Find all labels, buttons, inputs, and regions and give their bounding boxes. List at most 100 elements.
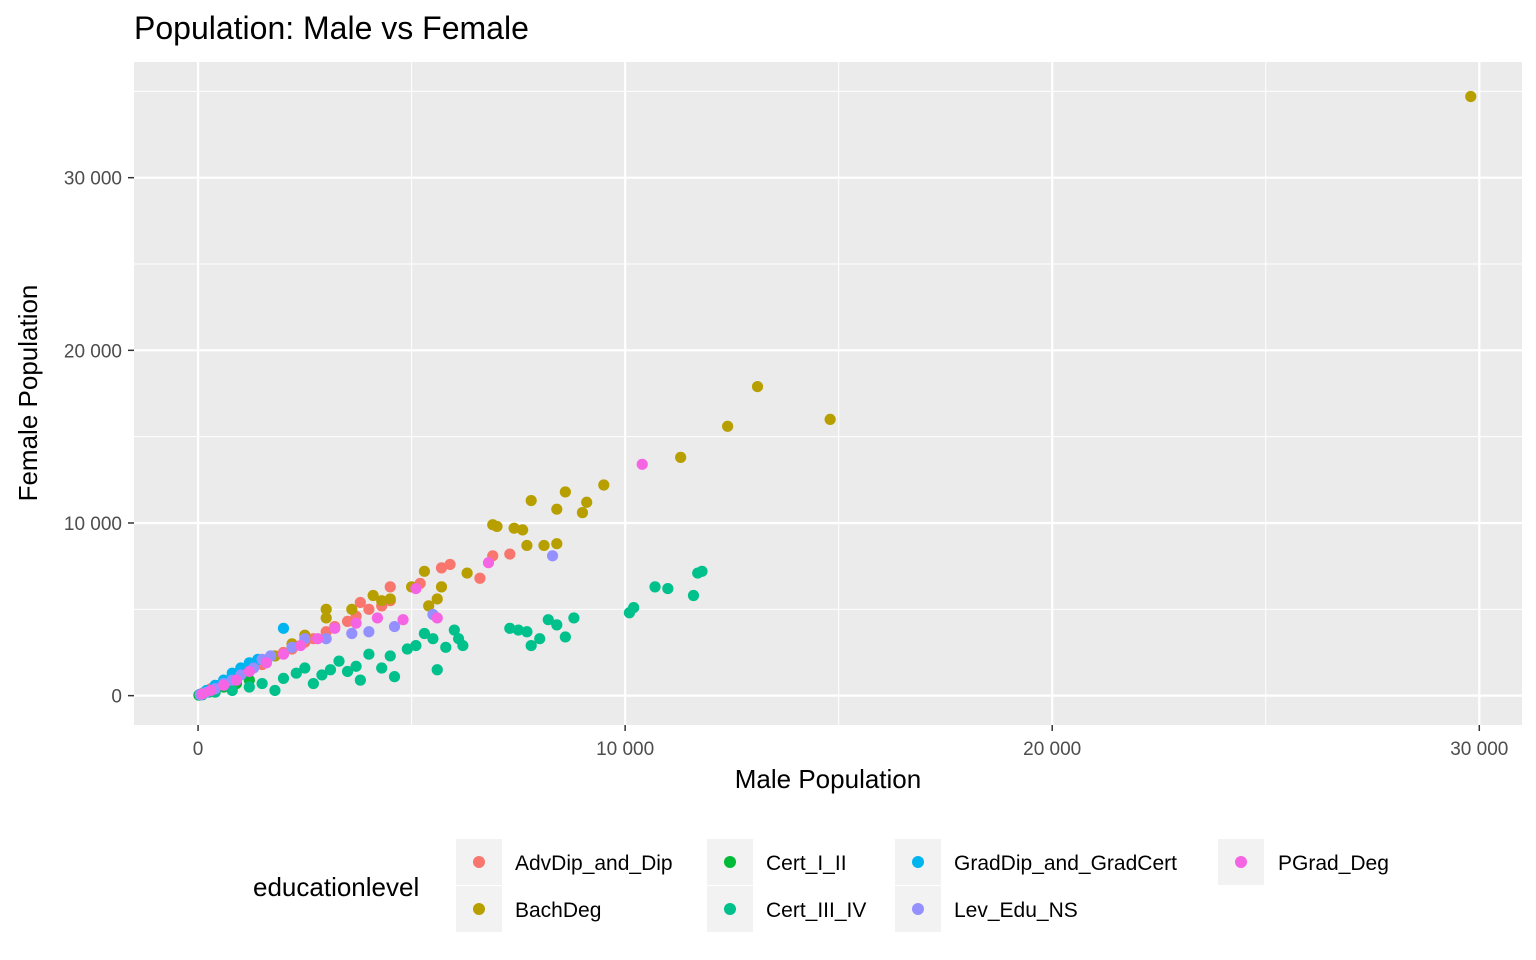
legend-marker — [912, 903, 924, 915]
data-point — [482, 557, 495, 569]
data-point — [431, 664, 443, 676]
data-point — [376, 595, 388, 607]
data-points — [193, 90, 1477, 701]
data-point — [354, 674, 366, 686]
legend-marker — [724, 856, 736, 868]
data-point — [461, 567, 473, 579]
legend: AdvDip_and_Dip BachDeg Cert_I_II Cert_III_I… — [456, 839, 1389, 932]
data-point — [435, 562, 448, 574]
legend-item: Cert_I_II — [707, 839, 847, 885]
data-point — [410, 639, 422, 652]
x-axis-title: Male Population — [735, 764, 921, 794]
data-point — [277, 672, 290, 684]
legend-label: Cert_III_IV — [766, 899, 866, 922]
data-point — [341, 615, 354, 628]
data-point — [350, 617, 362, 629]
data-point — [388, 671, 401, 683]
data-point — [521, 626, 533, 638]
y-tick-label: 10 000 — [64, 514, 122, 535]
data-point — [418, 627, 431, 640]
data-point — [320, 603, 332, 615]
legend-item: Cert_III_IV — [707, 886, 866, 932]
data-point — [243, 681, 255, 693]
data-point — [230, 674, 243, 686]
data-point — [551, 538, 563, 550]
data-point — [384, 593, 396, 605]
data-point — [367, 589, 379, 602]
x-tick-label: 0 — [193, 739, 204, 760]
data-point — [290, 667, 302, 679]
data-point — [751, 380, 764, 393]
data-point — [388, 620, 401, 633]
data-point — [286, 641, 298, 653]
legend-marker — [912, 856, 924, 868]
data-point — [363, 603, 375, 615]
data-point — [538, 539, 550, 552]
data-point — [363, 648, 375, 660]
y-tick-label: 30 000 — [64, 169, 122, 190]
data-point — [307, 677, 319, 690]
data-point — [205, 684, 217, 697]
data-point — [440, 641, 452, 653]
data-point — [316, 669, 328, 681]
data-point — [696, 565, 708, 577]
data-point — [243, 665, 255, 678]
legend-item: BachDeg — [456, 886, 601, 932]
data-point — [508, 522, 520, 534]
data-point — [649, 581, 661, 593]
data-point — [722, 420, 734, 432]
legend-marker — [1235, 856, 1247, 868]
data-point — [581, 496, 593, 508]
grid-lines — [134, 62, 1522, 725]
legend-item: Lev_Edu_NS — [895, 886, 1078, 932]
axis-ticks: 0 10 000 20 000 30 000 0 10 000 20 000 30 000 — [64, 169, 1508, 760]
data-point — [376, 662, 388, 674]
data-point — [576, 507, 589, 519]
legend-title: educationlevel — [253, 872, 419, 902]
data-point — [346, 603, 358, 615]
data-point — [546, 550, 559, 562]
x-tick-label: 30 000 — [1450, 739, 1508, 760]
data-point — [423, 600, 435, 612]
data-point — [218, 679, 230, 691]
data-point — [371, 612, 384, 624]
legend-label: BachDeg — [515, 899, 601, 922]
legend-item: AdvDip_and_Dip — [456, 839, 673, 885]
data-point — [269, 684, 281, 697]
data-point — [559, 486, 571, 498]
data-point — [504, 548, 516, 560]
data-point — [427, 633, 439, 645]
legend-label: GradDip_and_GradCert — [954, 852, 1177, 875]
data-point — [559, 631, 571, 643]
x-tick-label: 20 000 — [1023, 739, 1081, 760]
legend-item: GradDip_and_GradCert — [895, 839, 1177, 885]
data-point — [435, 581, 448, 593]
data-point — [401, 643, 413, 655]
data-point — [636, 458, 648, 470]
data-point — [320, 633, 332, 645]
data-point — [474, 572, 486, 584]
data-point — [551, 619, 563, 631]
data-point — [457, 639, 469, 652]
data-point — [299, 662, 311, 674]
legend-marker — [473, 856, 485, 868]
data-point — [397, 614, 409, 626]
data-point — [363, 626, 375, 638]
legend-label: PGrad_Deg — [1278, 852, 1389, 875]
data-point — [226, 684, 238, 697]
data-point — [662, 583, 674, 595]
data-point — [312, 633, 324, 645]
data-point — [512, 624, 524, 636]
data-point — [431, 612, 443, 624]
data-point — [350, 660, 362, 672]
plot-panel — [134, 62, 1522, 725]
data-point — [448, 624, 460, 636]
data-point — [542, 614, 554, 626]
data-point — [346, 627, 358, 640]
x-tick-label: 10 000 — [596, 739, 654, 760]
y-tick-label: 0 — [111, 687, 122, 708]
data-point — [277, 648, 290, 660]
data-point — [568, 612, 580, 624]
data-point — [256, 677, 268, 690]
